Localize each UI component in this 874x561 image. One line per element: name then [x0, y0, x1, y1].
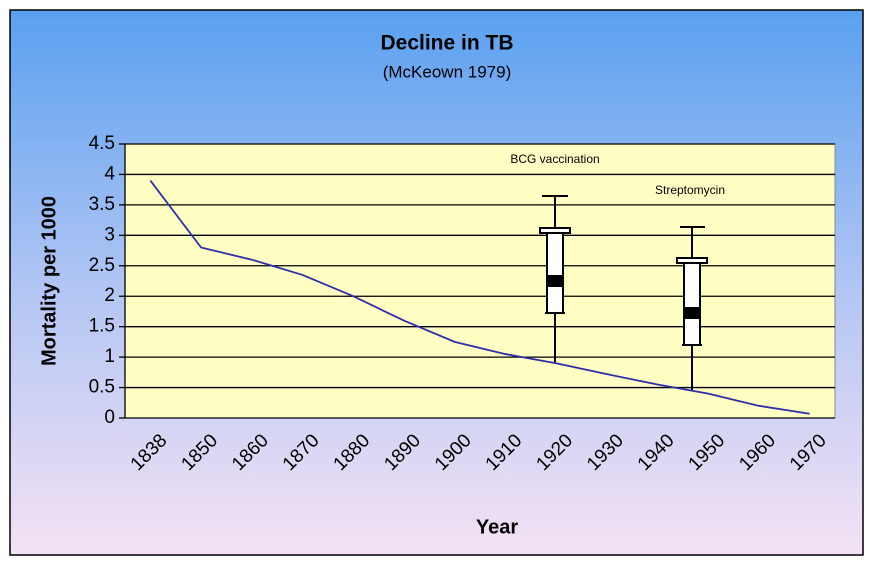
- chart-title: Decline in TB: [380, 32, 513, 55]
- y-tick-label: 4: [104, 163, 115, 184]
- y-tick-label: 3: [104, 224, 115, 245]
- syringe: [676, 226, 708, 390]
- chart-subtitle: (McKeown 1979): [383, 62, 512, 81]
- y-tick-label: 3.5: [89, 194, 115, 215]
- y-axis-label: Mortality per 1000: [38, 196, 60, 366]
- annotation: Streptomycin: [655, 183, 725, 197]
- y-tick-label: 0.5: [89, 377, 115, 398]
- x-axis-label: Year: [476, 516, 518, 538]
- y-tick-label: 1: [104, 346, 115, 367]
- plot-area: [124, 143, 836, 419]
- line-series: [149, 179, 810, 415]
- syringe: [539, 195, 571, 362]
- y-tick-label: 2.5: [89, 255, 115, 276]
- y-tick-label: 2: [104, 285, 115, 306]
- y-tick-label: 1.5: [89, 316, 115, 337]
- annotation: BCG vaccination: [510, 152, 599, 166]
- y-tick-label: 4.5: [89, 133, 115, 154]
- y-tick-label: 0: [104, 407, 115, 428]
